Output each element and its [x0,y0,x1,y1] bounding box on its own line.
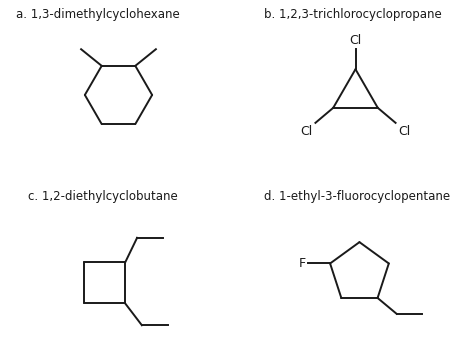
Text: a. 1,3-dimethylcyclohexane: a. 1,3-dimethylcyclohexane [16,8,179,21]
Text: c. 1,2-diethylcyclobutane: c. 1,2-diethylcyclobutane [27,190,177,203]
Text: b. 1,2,3-trichlorocyclopropane: b. 1,2,3-trichlorocyclopropane [264,8,442,21]
Text: Cl: Cl [399,125,411,138]
Text: Cl: Cl [349,34,362,47]
Text: Cl: Cl [300,125,312,138]
Text: d. 1-ethyl-3-fluorocyclopentane: d. 1-ethyl-3-fluorocyclopentane [264,190,451,203]
Text: F: F [299,257,306,270]
